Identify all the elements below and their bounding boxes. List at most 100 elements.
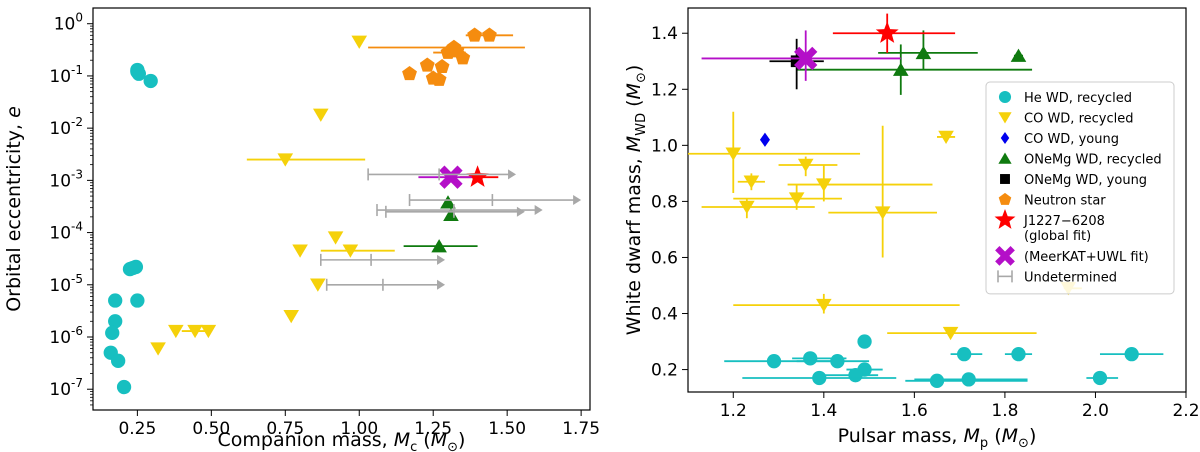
left-series-undetermined [319, 168, 582, 291]
legend-label: (MeerKAT+UWL fit) [1024, 250, 1149, 265]
legend-label: CO WD, recycled [1024, 112, 1133, 127]
right-plot-frame [687, 7, 1187, 393]
undetermined-arrowhead [516, 206, 525, 217]
data-point [790, 55, 803, 68]
right-x-tick-label: 1.4 [810, 401, 837, 421]
left-x-tick-label: 0.75 [266, 419, 304, 439]
left-plot-frame [92, 7, 591, 411]
data-point [310, 278, 326, 292]
legend-label: ONeMg WD, recycled [1024, 153, 1162, 168]
data-point [1011, 347, 1026, 362]
data-point [466, 165, 489, 187]
legend-box [985, 81, 1175, 295]
right-x-tick-label: 1.8 [991, 401, 1018, 421]
data-point [150, 342, 166, 356]
left-y-tick-label: 10-2 [49, 115, 83, 139]
left-series-meerkat-uwl-fit [418, 165, 472, 189]
data-point [857, 334, 872, 349]
right-x-tick-label: 1.2 [720, 401, 747, 421]
legend-marker [1000, 174, 1010, 184]
data-point [292, 244, 308, 258]
left-y-tick-label: 10-5 [49, 272, 83, 296]
data-point-stroke-b [794, 46, 818, 71]
right-y-tick-label: 0.8 [651, 192, 678, 212]
undetermined-arrowhead [534, 205, 543, 216]
data-point [743, 175, 760, 189]
data-point [277, 153, 294, 167]
left-y-tick-label: 10-3 [49, 167, 83, 191]
left-y-tick-label: 10-1 [49, 63, 83, 87]
legend-marker-stroke-b [995, 245, 1015, 266]
data-point [168, 324, 184, 339]
data-point [830, 354, 845, 369]
legend-label: He WD, recycled [1024, 91, 1132, 106]
legend-label: ONeMg WD, young [1024, 173, 1147, 188]
left-x-tick-label: 1.50 [488, 419, 526, 439]
data-point [794, 46, 818, 71]
left-y-tick-label: 100 [54, 11, 83, 35]
data-point [915, 45, 932, 60]
data-point-stroke-b [439, 165, 463, 189]
right-x-tick-label: 2.2 [1172, 401, 1199, 421]
data-point [938, 130, 954, 144]
data-point [312, 108, 329, 122]
right-x-axis-label: Pulsar mass, Mp (M⊙) [838, 425, 1037, 451]
legend-marker [998, 90, 1012, 104]
data-point [200, 324, 217, 339]
data-point [816, 298, 832, 313]
data-point [848, 368, 863, 383]
legend-marker [998, 192, 1012, 205]
data-point [327, 231, 344, 245]
left-series-j1227-6208-global-fit [459, 165, 499, 187]
data-point [1124, 347, 1139, 362]
data-point [812, 370, 827, 386]
legend-marker [998, 112, 1012, 124]
data-point [875, 21, 899, 43]
data-point [130, 293, 145, 308]
undetermined-arrowhead [437, 254, 446, 265]
left-series-he-wd-recycled [103, 62, 158, 395]
data-point [351, 35, 368, 49]
data-point [431, 71, 447, 86]
data-point [874, 206, 891, 220]
data-point [439, 165, 463, 189]
legend-marker [998, 152, 1012, 164]
right-series-co-wd-recycled [688, 111, 1082, 341]
data-point [143, 73, 158, 89]
data-point [725, 147, 742, 161]
data-point [434, 58, 450, 74]
left-x-tick-label: 1.00 [340, 419, 378, 439]
data-point [128, 259, 144, 275]
undetermined-arrowhead [437, 279, 446, 290]
data-point [957, 347, 972, 362]
legend-entry-undetermined: Undetermined [997, 270, 1117, 285]
left-x-axis-label: Companion mass, Mc (M⊙) [218, 429, 466, 452]
right-series-he-wd-recycled [724, 334, 1164, 388]
legend-entry-meerkat-uwl-fit: (MeerKAT+UWL fit) [995, 245, 1149, 266]
data-point [419, 57, 435, 72]
right-series-meerkat-uwl-fit [701, 30, 901, 81]
data-point [1092, 370, 1108, 386]
legend-label: Neutron star [1024, 194, 1106, 209]
data-point [766, 354, 782, 369]
data-point [739, 200, 755, 215]
data-point [116, 379, 132, 395]
right-y-tick-label: 1.4 [651, 24, 678, 44]
data-point [440, 195, 456, 209]
data-point [892, 62, 909, 76]
left-series-onemg-wd-recycled [403, 195, 478, 253]
data-point [797, 158, 814, 172]
right-y-tick-label: 1.2 [651, 80, 678, 100]
data-point [942, 326, 959, 341]
legend: He WD, recycled CO WD, recycled CO WD, you… [985, 81, 1175, 295]
left-y-tick-label: 10-4 [49, 220, 83, 244]
data-point [402, 65, 417, 81]
right-y-tick-label: 0.2 [651, 361, 678, 381]
right-y-tick-label: 1.0 [651, 136, 678, 156]
data-point [342, 244, 359, 258]
legend-entry-he-wd-recycled: He WD, recycled [998, 90, 1132, 106]
data-point [455, 50, 471, 65]
left-series-co-wd-recycled [150, 35, 395, 356]
data-point [1010, 48, 1027, 62]
data-point [803, 351, 818, 366]
